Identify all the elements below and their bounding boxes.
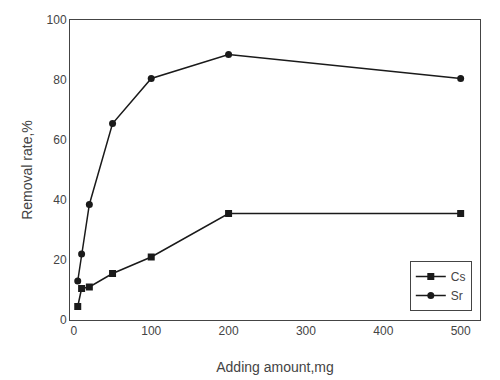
svg-text:Adding amount,mg: Adding amount,mg (216, 359, 334, 375)
svg-text:20: 20 (53, 253, 67, 267)
svg-text:400: 400 (373, 324, 393, 338)
svg-text:Cs: Cs (451, 270, 466, 284)
svg-text:100: 100 (47, 13, 67, 27)
svg-text:40: 40 (53, 193, 67, 207)
svg-text:0: 0 (71, 324, 78, 338)
svg-text:300: 300 (296, 324, 316, 338)
svg-text:Removal rate,%: Removal rate,% (19, 120, 35, 220)
svg-text:100: 100 (141, 324, 161, 338)
svg-text:200: 200 (219, 324, 239, 338)
svg-text:500: 500 (451, 324, 471, 338)
svg-text:Sr: Sr (451, 289, 463, 303)
svg-text:80: 80 (53, 73, 67, 87)
svg-text:60: 60 (53, 133, 67, 147)
svg-text:0: 0 (60, 313, 67, 327)
